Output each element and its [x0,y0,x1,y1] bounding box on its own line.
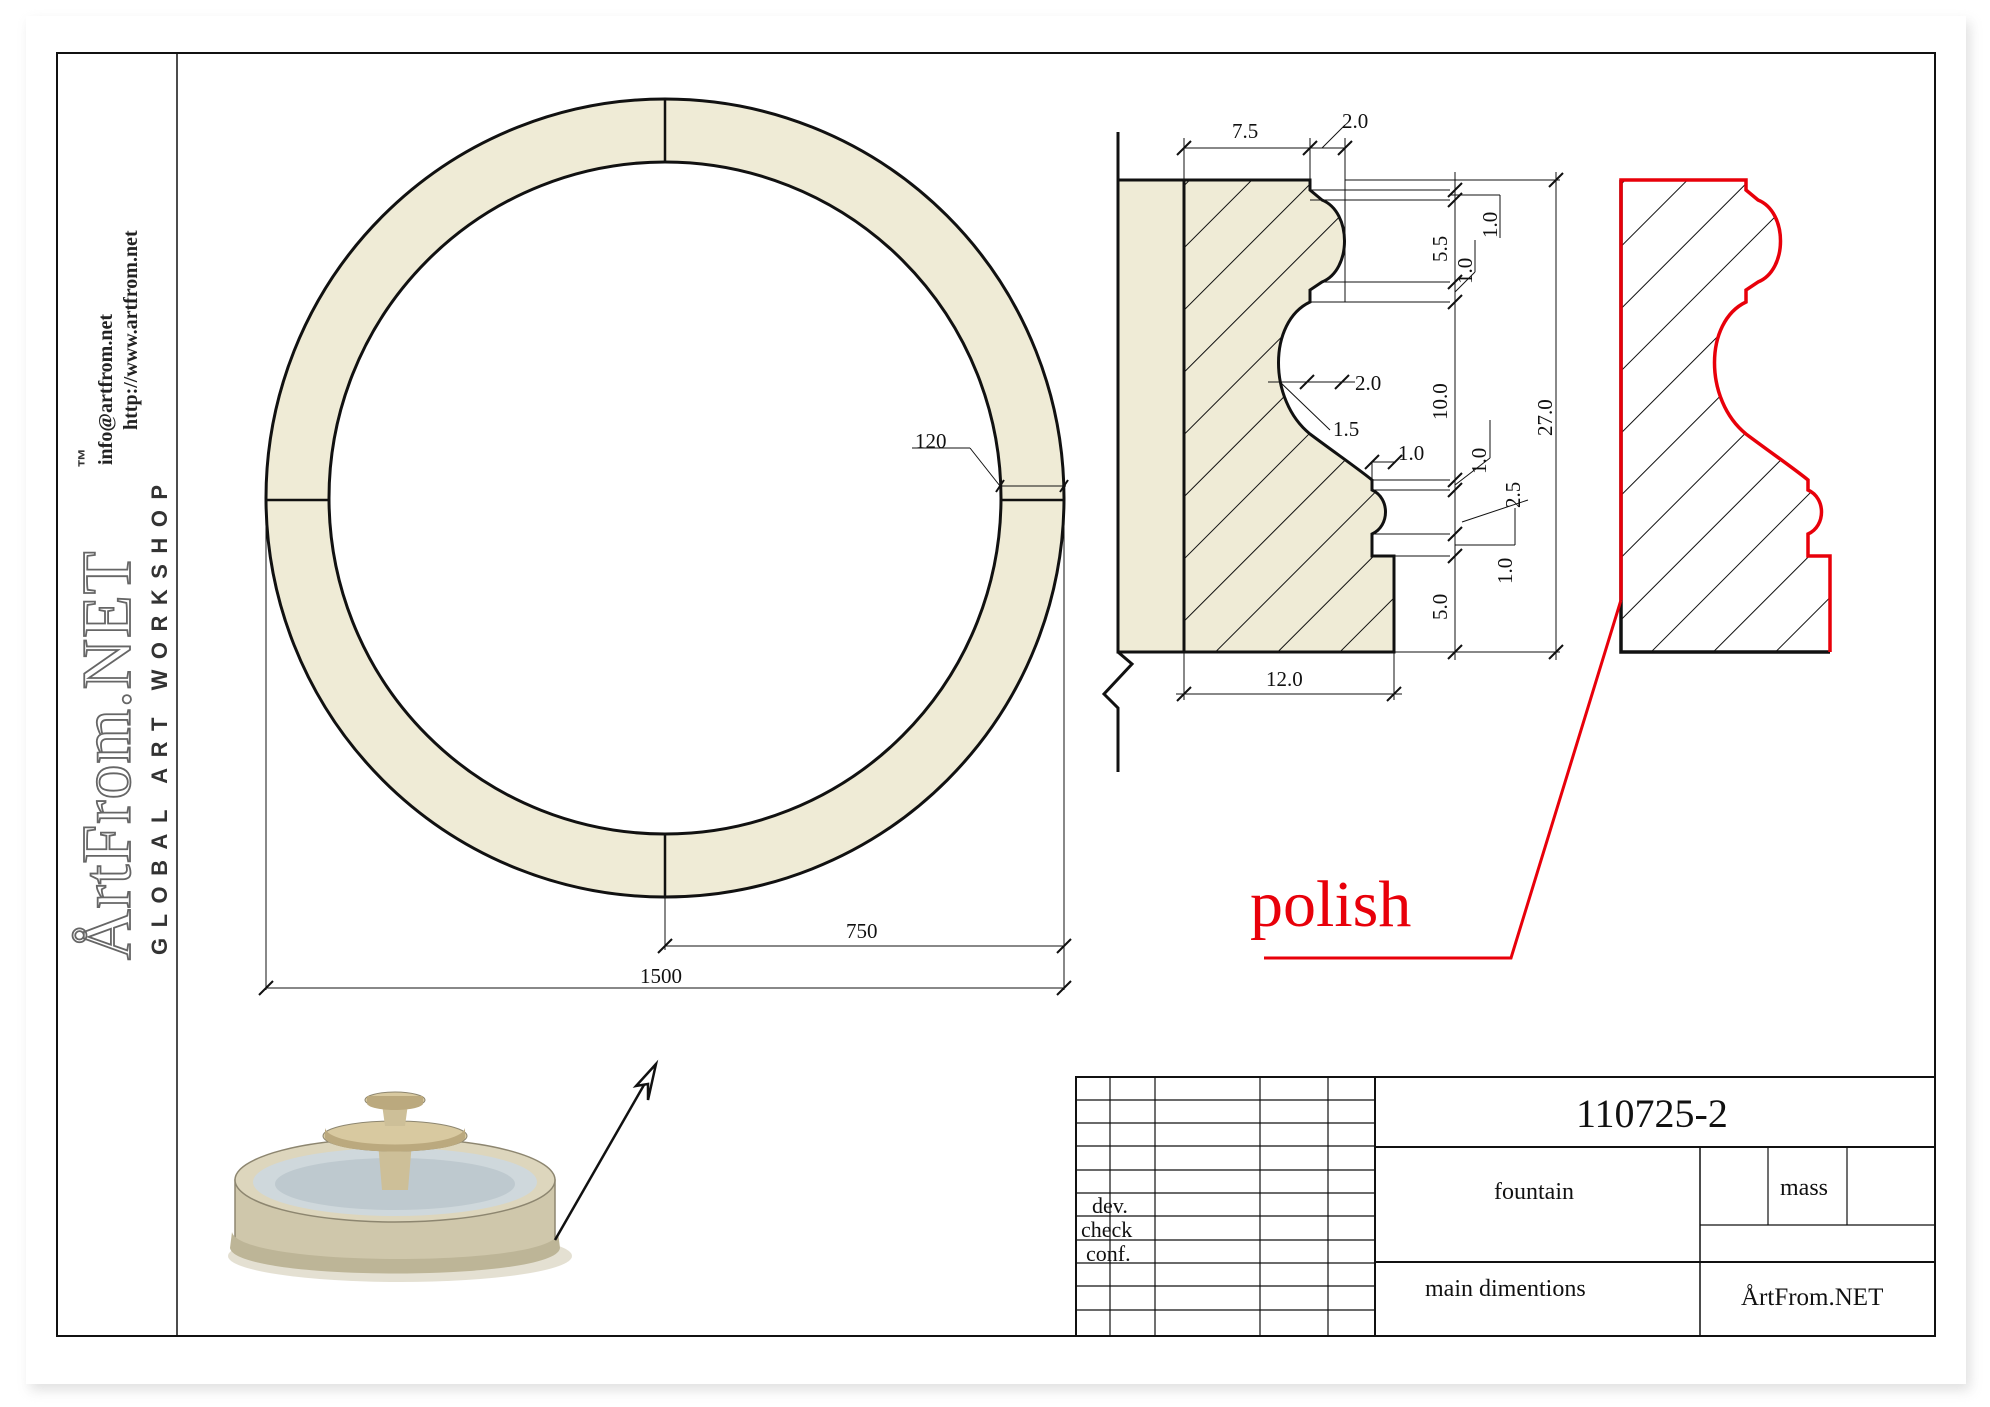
drawing-description: main dimentions [1425,1276,1586,1302]
profile-section: 7.5 2.0 2.0 1.5 1.0 [1101,109,1564,772]
polish-leader-line [1264,599,1623,960]
brand-email: info@artfrom.net [95,314,117,465]
radius-dimension [657,938,1072,954]
plan-extension-lines [265,500,1065,990]
reference-arrow [553,1063,658,1241]
polish-profile: polish [1250,178,1832,960]
role-dev: dev. [1092,1193,1128,1218]
company-name: ÅrtFrom.NET [1741,1284,1883,1311]
profile-cove-height: 10.0 [1428,383,1452,420]
drawing-frame [56,52,1936,1337]
brand-block: ÅrtFrom.NET ™ GLOBAL ART WORKSHOP info@a… [68,230,172,961]
profile-total-height: 27.0 [1533,399,1557,436]
polish-label: polish [1250,868,1411,941]
drawing-number: 110725-2 [1576,1091,1728,1136]
profile-cove-depth: 2.0 [1355,371,1381,395]
fountain-illustration [228,1091,572,1282]
ring-width-dimension [912,447,1069,493]
item-name: fountain [1494,1179,1574,1205]
profile-seg-d: 1.0 [1467,448,1491,474]
profile-cove-step: 1.5 [1333,417,1359,441]
polish-outline [1619,178,1832,652]
ring-width-label: 120 [915,429,947,453]
profile-base-height: 5.0 [1428,594,1452,620]
brand-trademark: ™ [75,448,97,468]
role-check: check [1081,1217,1132,1242]
mass-label: mass [1780,1175,1828,1201]
diameter-dimension [258,980,1072,996]
profile-top-width: 7.5 [1232,119,1258,143]
diameter-label: 1500 [640,964,682,988]
profile-backing [1116,178,1186,654]
brand-logo: ÅrtFrom.NET [69,550,146,960]
ring-body [264,97,1066,899]
profile-seg-f: 1.0 [1493,558,1517,584]
role-conf: conf. [1086,1241,1131,1266]
profile-bead-depth: 1.0 [1398,441,1424,465]
profile-seg-b: 5.5 [1428,236,1452,262]
profile-seg-e: 2.5 [1501,482,1525,508]
profile-seg-c: 1.0 [1453,258,1477,284]
profile-base-width: 12.0 [1266,667,1303,691]
profile-seg-a: 1.0 [1478,212,1502,238]
title-block [1075,1076,1936,1337]
brand-tagline: GLOBAL ART WORKSHOP [147,474,172,955]
radius-label: 750 [846,919,878,943]
profile-top-offset: 2.0 [1342,109,1368,133]
brand-website: http://www.artfrom.net [120,230,142,430]
ring-plan-view: 120 750 1500 [258,97,1072,996]
